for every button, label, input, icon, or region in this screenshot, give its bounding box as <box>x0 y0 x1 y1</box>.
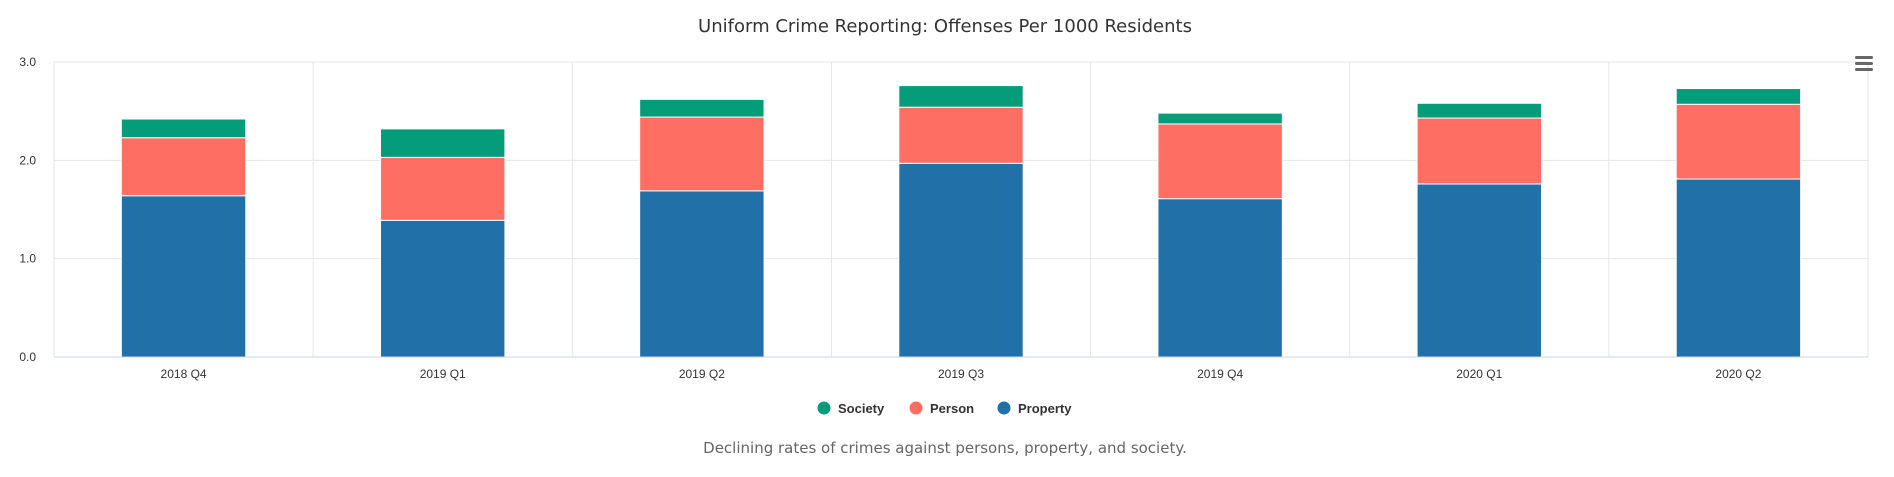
bar-property-2019-q3[interactable] <box>898 162 1024 358</box>
bars <box>120 85 1802 358</box>
chart-caption: Declining rates of crimes against person… <box>703 439 1187 457</box>
x-tick-label: 2019 Q2 <box>679 367 725 381</box>
chart-menu-button[interactable] <box>1855 56 1873 71</box>
x-tick-label: 2019 Q3 <box>938 367 984 381</box>
axes: 0.0 1.0 2.0 3.0 2018 Q4 2019 Q1 2019 Q2 2019 Q3… <box>19 55 1868 381</box>
x-tick-label: 2020 Q1 <box>1456 367 1502 381</box>
bar-society-2019-q4[interactable] <box>1157 112 1283 125</box>
x-tick-label: 2019 Q4 <box>1197 367 1243 381</box>
x-tick-label: 2019 Q1 <box>420 367 466 381</box>
y-tick-label: 2.0 <box>19 153 36 167</box>
legend-label: Person <box>930 401 974 416</box>
bar-property-2018-q4[interactable] <box>120 195 247 358</box>
bar-person-2018-q4[interactable] <box>120 137 247 197</box>
bar-person-2020-q2[interactable] <box>1675 103 1802 180</box>
legend-marker <box>817 401 831 415</box>
y-tick-label: 1.0 <box>19 252 36 266</box>
x-tick-label: 2018 Q4 <box>161 367 207 381</box>
bar-society-2019-q3[interactable] <box>898 85 1024 108</box>
bar-property-2019-q1[interactable] <box>380 219 506 358</box>
bar-person-2019-q2[interactable] <box>639 116 765 192</box>
legend-marker <box>909 401 923 415</box>
bar-property-2020-q2[interactable] <box>1675 178 1802 358</box>
legend-item-property[interactable]: Property <box>997 401 1073 416</box>
x-tick-label: 2020 Q2 <box>1715 367 1761 381</box>
legend-item-society[interactable]: Society <box>817 401 886 416</box>
bar-society-2018-q4[interactable] <box>120 118 247 139</box>
y-tick-label: 0.0 <box>19 350 36 364</box>
bar-person-2020-q1[interactable] <box>1416 117 1542 185</box>
bar-society-2020-q1[interactable] <box>1416 102 1542 119</box>
legend-label: Society <box>838 401 885 416</box>
bar-property-2019-q2[interactable] <box>639 190 765 358</box>
bar-society-2019-q2[interactable] <box>639 98 765 118</box>
legend: Society Person Property <box>817 401 1073 416</box>
bar-person-2019-q4[interactable] <box>1157 123 1283 200</box>
bar-person-2019-q3[interactable] <box>898 106 1024 164</box>
bar-person-2019-q1[interactable] <box>380 156 506 221</box>
bar-society-2020-q2[interactable] <box>1675 88 1802 105</box>
chart-title: Uniform Crime Reporting: Offenses Per 10… <box>698 16 1192 37</box>
bar-society-2019-q1[interactable] <box>380 128 506 158</box>
legend-item-person[interactable]: Person <box>909 401 975 416</box>
bar-property-2019-q4[interactable] <box>1157 198 1283 358</box>
legend-marker <box>997 401 1011 415</box>
y-tick-label: 3.0 <box>19 55 36 69</box>
hamburger-menu-icon <box>1855 56 1873 71</box>
bar-property-2020-q1[interactable] <box>1416 183 1542 358</box>
legend-label: Property <box>1018 401 1072 416</box>
